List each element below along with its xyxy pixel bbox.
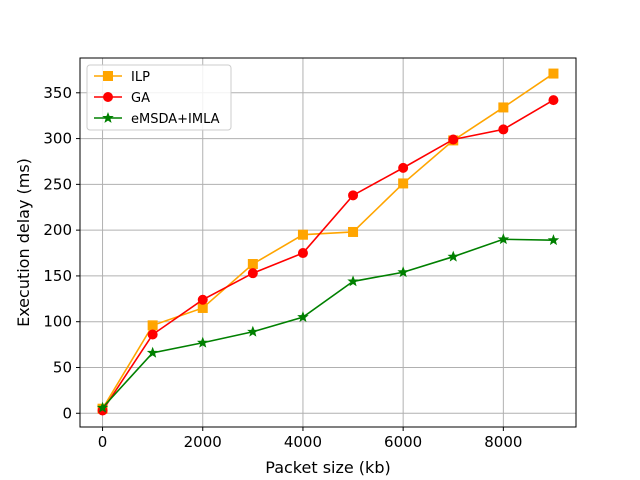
x-tick-label: 8000	[484, 433, 522, 451]
y-tick-label: 150	[43, 267, 72, 285]
axis-ticks: 0 2000 4000 6000 8000 0 50 100 150 200 250 300 350	[43, 84, 522, 451]
series-layer	[96, 68, 560, 416]
series-line	[101, 99, 554, 411]
data-point	[497, 233, 510, 245]
legend-marker	[102, 111, 114, 123]
legend-box	[86, 64, 232, 131]
data-point	[247, 325, 259, 337]
series-ga	[97, 95, 559, 416]
data-point	[297, 248, 308, 259]
data-point	[147, 320, 158, 331]
series-line	[101, 238, 554, 409]
data-point	[498, 102, 509, 113]
y-tick-label: 250	[43, 175, 72, 193]
data-point	[447, 250, 460, 262]
legend-item: eMSDA+IMLA	[94, 111, 220, 127]
y-tick-label: 100	[43, 313, 72, 331]
data-point	[548, 68, 559, 79]
data-point	[547, 234, 560, 246]
y-tick-label: 50	[53, 358, 72, 376]
plot-frame	[79, 57, 577, 428]
legend-marker	[103, 71, 113, 81]
data-point	[347, 275, 359, 287]
x-tick-label: 0	[98, 433, 108, 451]
data-point	[398, 178, 409, 189]
data-point	[196, 336, 209, 348]
y-tick-label: 300	[43, 130, 72, 148]
data-point	[147, 329, 158, 340]
data-point	[197, 302, 208, 313]
legend-item: ILP	[94, 70, 150, 85]
series-emsda-imla	[96, 233, 560, 413]
y-tick-label: 0	[62, 404, 72, 422]
grid	[80, 58, 576, 427]
data-point	[197, 294, 208, 305]
x-tick-label: 2000	[184, 433, 222, 451]
y-tick-label: 350	[43, 84, 72, 102]
data-point	[397, 266, 409, 278]
x-axis-title: Packet size (kb)	[265, 458, 390, 477]
data-point	[96, 401, 109, 413]
data-point	[297, 311, 309, 323]
legend-label: eMSDA+IMLA	[131, 112, 220, 127]
x-tick-label: 4000	[284, 433, 322, 451]
legend-marker	[103, 92, 113, 102]
legend-label: GA	[131, 91, 150, 106]
data-point	[448, 134, 459, 145]
legend-label: ILP	[131, 70, 150, 85]
legend-item: GA	[94, 91, 150, 106]
data-point	[348, 226, 359, 237]
data-point	[297, 229, 308, 240]
data-point	[348, 190, 359, 201]
legend: ILP GA eMSDA+IMLA	[86, 64, 232, 131]
data-point	[398, 162, 409, 173]
data-point	[247, 268, 258, 279]
data-point	[498, 124, 509, 135]
y-tick-label: 200	[43, 221, 72, 239]
data-point	[548, 95, 559, 106]
y-axis-title: Execution delay (ms)	[14, 158, 33, 327]
data-point	[247, 259, 258, 270]
x-tick-label: 6000	[384, 433, 422, 451]
data-point	[146, 346, 159, 358]
